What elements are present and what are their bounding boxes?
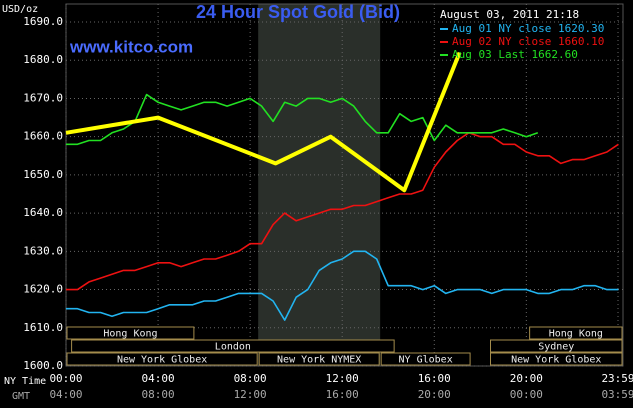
x-tick-label: 12:00 — [326, 372, 359, 385]
foreground-layer: 24 Hour Spot Gold (Bid) www.kitco.com Au… — [2, 2, 633, 402]
site-label: www.kitco.com — [69, 37, 193, 56]
series-line — [66, 93, 539, 146]
session-label: New York Globex — [511, 355, 601, 366]
shaded-period — [258, 4, 381, 366]
timestamp: August 03, 2011 21:18 — [440, 8, 579, 21]
session-label: NY Globex — [399, 355, 453, 366]
session-label: New York Globex — [117, 355, 207, 366]
session-box — [71, 339, 395, 353]
x-tick-label: 20:00 — [510, 372, 543, 385]
x-tick-label: 00:00 — [49, 372, 82, 385]
session-box — [258, 352, 380, 366]
session-box — [380, 352, 471, 366]
gmt-tick-label: 12:00 — [234, 388, 267, 401]
x-tick-label: 16:00 — [418, 372, 451, 385]
y-tick-label: 1620.0 — [23, 283, 63, 296]
gmt-tick-label: 03:59 — [601, 388, 633, 401]
gmt-tick-label: 04:00 — [49, 388, 82, 401]
session-box — [529, 326, 623, 340]
y-tick-label: 1640.0 — [23, 206, 63, 219]
y-tick-label: 1630.0 — [23, 244, 63, 257]
y-tick-label: 1670.0 — [23, 91, 63, 104]
y-tick-label: 1690.0 — [23, 15, 63, 28]
gmt-tick-label: 20:00 — [418, 388, 451, 401]
line-layer — [65, 51, 619, 321]
series-line — [66, 250, 619, 321]
shade-layer — [258, 4, 381, 366]
x-axis-label: NY Time — [4, 376, 46, 387]
legend-label: Aug 01 NY close 1620.30 — [452, 22, 604, 35]
x-axis-label: GMT — [12, 391, 30, 402]
gmt-tick-label: 16:00 — [326, 388, 359, 401]
x-tick-label: 08:00 — [234, 372, 267, 385]
y-tick-label: 1610.0 — [23, 321, 63, 334]
x-tick-label: 04:00 — [142, 372, 175, 385]
session-label: Hong Kong — [549, 329, 603, 340]
y-tick-label: 1650.0 — [23, 168, 63, 181]
y-tick-label: 1600.0 — [23, 359, 63, 372]
x-tick-label: 23:59 — [601, 372, 633, 385]
session-label: New York NYMEX — [277, 355, 361, 366]
series-line — [66, 132, 619, 291]
session-box — [490, 352, 623, 366]
session-label: London — [215, 342, 251, 353]
y-tick-label: 1680.0 — [23, 53, 63, 66]
gmt-tick-label: 08:00 — [142, 388, 175, 401]
session-box — [66, 352, 258, 366]
session-box — [490, 339, 623, 353]
y-tick-label: 1660.0 — [23, 130, 63, 143]
series-line — [65, 51, 462, 193]
gmt-tick-label: 00:00 — [510, 388, 543, 401]
session-label: Hong Kong — [103, 329, 157, 340]
legend-label: Aug 02 NY close 1660.10 — [452, 35, 604, 48]
legend-label: Aug 03 Last 1662.60 — [452, 48, 578, 61]
session-box — [66, 326, 195, 340]
unit-label: USD/oz — [2, 4, 38, 15]
chart-title: 24 Hour Spot Gold (Bid) — [196, 2, 400, 22]
session-label: Sydney — [538, 342, 574, 353]
